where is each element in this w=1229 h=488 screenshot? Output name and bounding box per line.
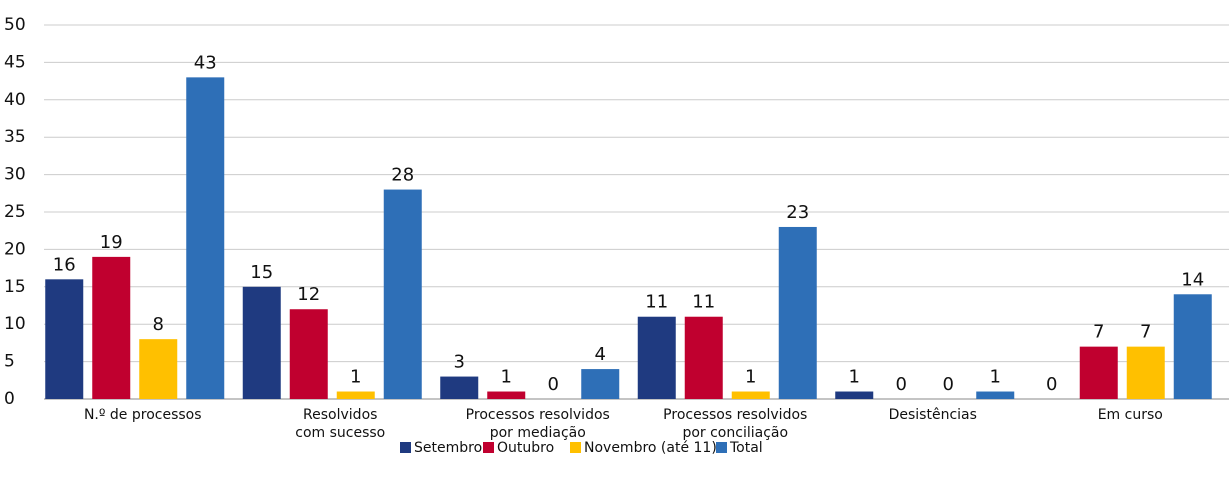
bar xyxy=(92,256,131,399)
value-label: 43 xyxy=(194,52,217,73)
y-tick-label: 25 xyxy=(4,202,26,222)
y-tick-label: 50 xyxy=(4,15,26,35)
y-tick-label: 45 xyxy=(4,52,26,72)
bar xyxy=(976,391,1015,399)
bar xyxy=(637,316,676,399)
bar xyxy=(1173,294,1212,399)
value-label: 0 xyxy=(943,374,954,395)
legend-label: Novembro (até 11) xyxy=(584,440,717,456)
value-label: 11 xyxy=(692,292,715,313)
legend-label: Total xyxy=(729,440,763,456)
value-label: 1 xyxy=(350,367,361,388)
value-label: 19 xyxy=(100,232,123,253)
bar xyxy=(1079,346,1118,399)
x-tick-label: N.º de processos xyxy=(84,407,202,423)
bar xyxy=(186,77,225,400)
bar xyxy=(731,391,770,399)
value-label: 23 xyxy=(786,202,809,223)
x-tick-label: Resolvidos xyxy=(303,407,377,423)
x-tick-label: Processos resolvidos xyxy=(663,407,807,423)
x-tick-label: por conciliação xyxy=(682,425,788,441)
legend-label: Outubro xyxy=(497,440,554,456)
value-label: 8 xyxy=(153,314,164,335)
bar xyxy=(487,391,526,399)
y-tick-label: 15 xyxy=(4,277,26,297)
legend-swatch xyxy=(570,442,581,453)
bar xyxy=(440,376,479,399)
value-label: 1 xyxy=(501,367,512,388)
bar xyxy=(139,339,178,399)
value-label: 4 xyxy=(595,344,606,365)
value-label: 12 xyxy=(297,284,320,305)
value-label: 28 xyxy=(391,165,414,186)
value-label: 0 xyxy=(1046,374,1057,395)
legend-swatch xyxy=(483,442,494,453)
value-label: 0 xyxy=(896,374,907,395)
value-label: 15 xyxy=(250,262,273,283)
bar xyxy=(835,391,874,399)
value-label: 7 xyxy=(1093,322,1104,343)
bar xyxy=(1126,346,1165,399)
bar xyxy=(242,286,281,399)
value-label: 3 xyxy=(454,352,465,373)
y-tick-label: 40 xyxy=(4,90,26,110)
bar xyxy=(581,369,620,399)
x-tick-label: Em curso xyxy=(1098,407,1163,423)
value-label: 0 xyxy=(548,374,559,395)
legend-label: Setembro xyxy=(414,440,482,456)
bar xyxy=(289,309,328,399)
bar xyxy=(383,189,422,399)
value-label: 16 xyxy=(53,254,76,275)
x-tick-label: Processos resolvidos xyxy=(466,407,610,423)
value-label: 1 xyxy=(849,367,860,388)
value-label: 7 xyxy=(1140,322,1151,343)
value-label: 1 xyxy=(745,367,756,388)
value-label: 11 xyxy=(645,292,668,313)
x-tick-label: por mediação xyxy=(490,425,586,441)
y-tick-label: 10 xyxy=(4,314,26,334)
y-tick-label: 35 xyxy=(4,127,26,147)
bar xyxy=(336,391,375,399)
bar xyxy=(778,226,817,399)
legend-swatch xyxy=(716,442,727,453)
x-tick-label: Desistências xyxy=(889,407,977,423)
bar xyxy=(684,316,723,399)
y-tick-label: 30 xyxy=(4,165,26,185)
y-tick-label: 0 xyxy=(4,389,15,409)
y-tick-label: 5 xyxy=(4,352,15,372)
value-label: 14 xyxy=(1181,269,1204,290)
value-label: 1 xyxy=(990,367,1001,388)
y-tick-label: 20 xyxy=(4,239,26,259)
x-tick-label: com sucesso xyxy=(295,425,385,441)
bar xyxy=(45,279,84,399)
legend-swatch xyxy=(400,442,411,453)
